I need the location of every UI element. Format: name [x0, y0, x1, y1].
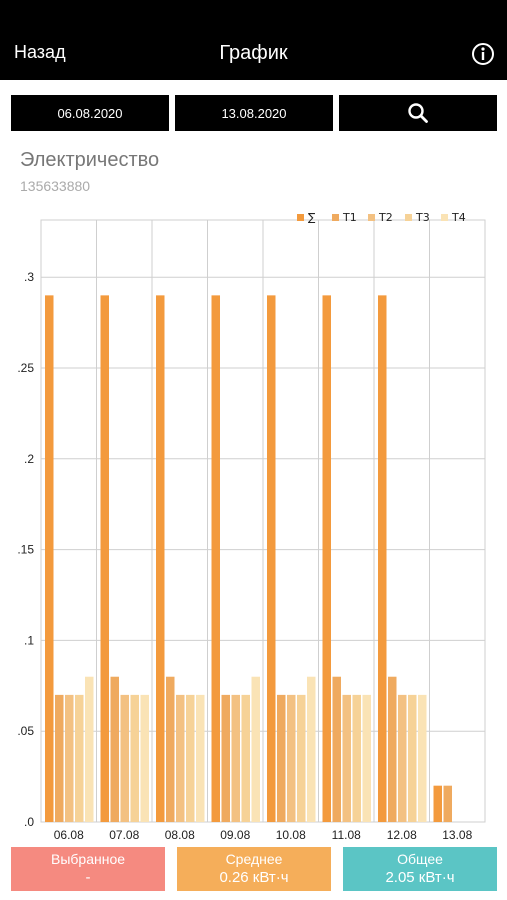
bar-T1-10.08 — [277, 694, 286, 822]
x-tick-label: 12.08 — [387, 828, 417, 842]
average-stat-value: 0.26 кВт·ч — [219, 869, 289, 886]
bar-T2-08.08 — [176, 694, 185, 822]
total-stat[interactable]: Общее 2.05 кВт·ч — [343, 847, 497, 891]
bar-∑-12.08 — [378, 295, 387, 822]
x-tick-label: 06.08 — [54, 828, 84, 842]
selected-stat[interactable]: Выбранное - — [11, 847, 165, 891]
page-title: График — [219, 42, 288, 64]
x-tick-label: 13.08 — [442, 828, 472, 842]
info-icon[interactable] — [471, 42, 495, 66]
bar-∑-13.08 — [433, 785, 442, 822]
x-tick-label: 08.08 — [165, 828, 195, 842]
y-tick-label: .3 — [24, 270, 34, 284]
bar-T2-10.08 — [287, 694, 296, 822]
bar-T3-09.08 — [241, 694, 250, 822]
y-tick-label: .15 — [17, 543, 34, 557]
bar-T1-08.08 — [166, 676, 175, 822]
date-to-button[interactable]: 13.08.2020 — [175, 95, 333, 131]
meter-name: Электричество — [20, 149, 160, 171]
bar-∑-09.08 — [211, 295, 220, 822]
bar-T4-08.08 — [196, 694, 205, 822]
legend-swatch-T2 — [368, 214, 375, 221]
average-stat-label: Среднее — [225, 851, 283, 867]
y-tick-label: .2 — [24, 452, 34, 466]
legend-swatch-∑ — [297, 214, 304, 221]
bar-∑-06.08 — [45, 295, 54, 822]
date-from-button[interactable]: 06.08.2020 — [11, 95, 169, 131]
bar-∑-07.08 — [100, 295, 109, 822]
meter-id: 135633880 — [20, 178, 91, 194]
legend-label-T3: T3 — [415, 211, 430, 224]
legend-label-∑: ∑ — [308, 211, 316, 224]
bar-T2-11.08 — [342, 694, 351, 822]
bar-T4-12.08 — [418, 694, 427, 822]
nav-bar: Назад График — [0, 0, 507, 80]
bar-T1-06.08 — [55, 694, 64, 822]
x-tick-label: 10.08 — [276, 828, 306, 842]
legend-swatch-T3 — [405, 214, 412, 221]
search-icon — [408, 103, 428, 123]
bar-T4-09.08 — [251, 676, 260, 822]
bar-T3-10.08 — [297, 694, 306, 822]
average-stat[interactable]: Среднее 0.26 кВт·ч — [177, 847, 331, 891]
total-stat-label: Общее — [397, 851, 443, 867]
bar-T4-07.08 — [140, 694, 149, 822]
y-tick-label: .05 — [17, 724, 34, 738]
bar-T3-06.08 — [75, 694, 84, 822]
bar-∑-11.08 — [322, 295, 331, 822]
bar-T2-09.08 — [231, 694, 240, 822]
bar-T1-13.08 — [443, 785, 452, 822]
bar-T2-06.08 — [65, 694, 74, 822]
bar-T1-07.08 — [110, 676, 119, 822]
bar-T4-06.08 — [85, 676, 94, 822]
y-tick-label: .0 — [24, 815, 34, 829]
search-button[interactable] — [339, 95, 497, 131]
legend-swatch-T1 — [332, 214, 339, 221]
legend-label-T1: T1 — [342, 211, 357, 224]
bar-T3-07.08 — [130, 694, 139, 822]
consumption-chart[interactable]: .0 .05 .1 .15 .2 .25 .3 06.08 07.08 08.08 09.08 10.… — [0, 205, 507, 845]
y-tick-label: .25 — [17, 361, 34, 375]
legend-swatch-T4 — [441, 214, 448, 221]
x-tick-label: 11.08 — [332, 828, 361, 842]
bar-T2-12.08 — [398, 694, 407, 822]
bar-∑-10.08 — [267, 295, 276, 822]
legend-label-T4: T4 — [451, 211, 466, 224]
bar-T1-09.08 — [221, 694, 230, 822]
bar-T1-12.08 — [388, 676, 397, 822]
bar-T1-11.08 — [332, 676, 341, 822]
selected-stat-label: Выбранное — [50, 851, 126, 867]
legend-label-T2: T2 — [378, 211, 393, 224]
total-stat-value: 2.05 кВт·ч — [385, 869, 455, 886]
x-tick-label: 09.08 — [220, 828, 250, 842]
bar-T3-08.08 — [186, 694, 195, 822]
y-tick-label: .1 — [24, 633, 34, 647]
bar-T4-11.08 — [362, 694, 371, 822]
x-tick-label: 07.08 — [109, 828, 139, 842]
selected-stat-value: - — [85, 869, 91, 886]
bar-T4-10.08 — [307, 676, 316, 822]
bar-T3-12.08 — [408, 694, 417, 822]
bar-T3-11.08 — [352, 694, 361, 822]
bar-T2-07.08 — [120, 694, 129, 822]
back-button[interactable]: Назад — [14, 42, 66, 62]
bar-∑-08.08 — [156, 295, 165, 822]
